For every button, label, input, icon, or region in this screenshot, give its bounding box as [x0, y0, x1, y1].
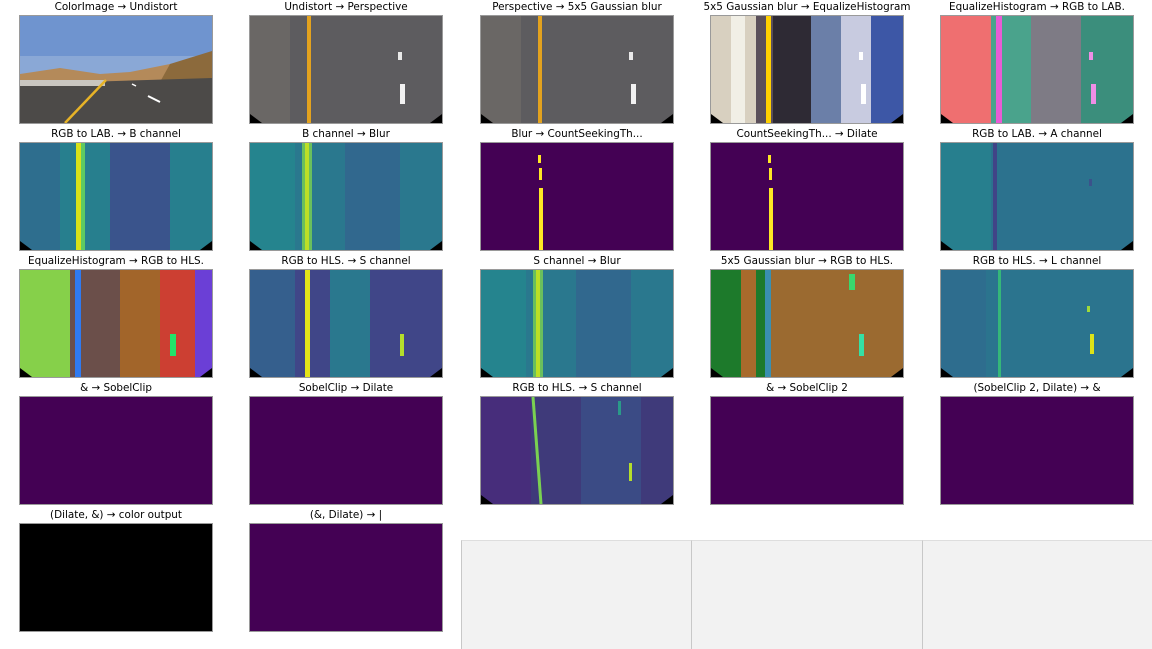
empty-panel-1	[461, 540, 692, 649]
panel-image-render	[250, 270, 442, 377]
pipeline-panel: RGB to HLS. → S channel	[249, 254, 443, 381]
panel-image	[480, 396, 674, 505]
panel-image-render	[20, 397, 212, 504]
panel-title: B channel → Blur	[302, 128, 390, 140]
panel-image	[710, 15, 904, 124]
pipeline-panel: Perspective → 5x5 Gaussian blur	[480, 0, 674, 127]
panel-image	[710, 142, 904, 251]
pipeline-panel: ColorImage → Undistort	[19, 0, 213, 127]
panel-title: & → SobelClip	[80, 382, 152, 394]
panel-image	[249, 396, 443, 505]
panel-image-render	[941, 270, 1133, 377]
panel-image	[249, 523, 443, 632]
pipeline-panel: CountSeekingTh... → Dilate	[710, 127, 904, 254]
panel-image-render	[711, 16, 903, 123]
panel-title: RGB to LAB. → B channel	[51, 128, 181, 140]
panel-title: RGB to HLS. → L channel	[972, 255, 1102, 267]
panel-title: S channel → Blur	[533, 255, 621, 267]
panel-title: RGB to HLS. → S channel	[281, 255, 411, 267]
panel-image-render	[711, 397, 903, 504]
panel-image-render	[250, 143, 442, 250]
pipeline-panel: B channel → Blur	[249, 127, 443, 254]
pipeline-panel: & → SobelClip 2	[710, 381, 904, 508]
panel-image	[480, 142, 674, 251]
panel-title: CountSeekingTh... → Dilate	[736, 128, 878, 140]
panel-title: SobelClip → Dilate	[298, 382, 394, 394]
panel-image	[249, 142, 443, 251]
panel-image-render	[20, 16, 212, 123]
panel-image-render	[481, 397, 673, 504]
panel-image	[940, 15, 1134, 124]
pipeline-panel: RGB to HLS. → S channel	[480, 381, 674, 508]
panel-title: RGB to HLS. → S channel	[512, 382, 642, 394]
pipeline-panel: EqualizeHistogram → RGB to HLS.	[19, 254, 213, 381]
panel-image-render	[250, 524, 442, 631]
panel-image	[19, 15, 213, 124]
panel-image-render	[20, 524, 212, 631]
pipeline-panel: & → SobelClip	[19, 381, 213, 508]
panel-image-render	[941, 143, 1133, 250]
pipeline-panel: RGB to HLS. → L channel	[940, 254, 1134, 381]
panel-title: Perspective → 5x5 Gaussian blur	[492, 1, 662, 13]
panel-title: & → SobelClip 2	[766, 382, 848, 394]
pipeline-panel: (&, Dilate) → |	[249, 508, 443, 635]
empty-panel-3	[922, 540, 1152, 649]
panel-image-render	[481, 270, 673, 377]
pipeline-panel: (Dilate, &) → color output	[19, 508, 213, 635]
panel-title: EqualizeHistogram → RGB to LAB.	[949, 1, 1125, 13]
pipeline-panel: 5x5 Gaussian blur → RGB to HLS.	[710, 254, 904, 381]
empty-panel-2	[691, 540, 923, 649]
panel-image	[19, 269, 213, 378]
panel-title: 5x5 Gaussian blur → RGB to HLS.	[720, 255, 894, 267]
panel-title: Blur → CountSeekingTh...	[511, 128, 643, 140]
panel-image	[940, 269, 1134, 378]
panel-image	[710, 396, 904, 505]
panel-image	[19, 523, 213, 632]
panel-title: (&, Dilate) → |	[309, 509, 383, 521]
panel-title: (Dilate, &) → color output	[50, 509, 182, 521]
panel-image	[19, 396, 213, 505]
pipeline-panel: Undistort → Perspective	[249, 0, 443, 127]
panel-title: ColorImage → Undistort	[54, 1, 178, 13]
panel-image	[249, 269, 443, 378]
panel-image	[249, 15, 443, 124]
panel-image-render	[250, 16, 442, 123]
pipeline-panel: Blur → CountSeekingTh...	[480, 127, 674, 254]
panel-image-render	[711, 143, 903, 250]
pipeline-panel: S channel → Blur	[480, 254, 674, 381]
panel-image-render	[20, 143, 212, 250]
pipeline-panel: EqualizeHistogram → RGB to LAB.	[940, 0, 1134, 127]
panel-image-render	[20, 270, 212, 377]
panel-image	[940, 142, 1134, 251]
panel-image-render	[941, 397, 1133, 504]
panel-image-render	[250, 397, 442, 504]
panel-title: RGB to LAB. → A channel	[972, 128, 1102, 140]
panel-image-render	[711, 270, 903, 377]
pipeline-panel: SobelClip → Dilate	[249, 381, 443, 508]
panel-image	[710, 269, 904, 378]
panel-image-render	[481, 143, 673, 250]
panel-title: (SobelClip 2, Dilate) → &	[973, 382, 1101, 394]
panel-title: Undistort → Perspective	[284, 1, 408, 13]
panel-title: 5x5 Gaussian blur → EqualizeHistogram	[703, 1, 911, 13]
panel-image	[480, 269, 674, 378]
pipeline-panel: 5x5 Gaussian blur → EqualizeHistogram	[704, 0, 910, 127]
panel-image	[19, 142, 213, 251]
pipeline-panel: RGB to LAB. → A channel	[940, 127, 1134, 254]
panel-image	[940, 396, 1134, 505]
panel-image	[480, 15, 674, 124]
pipeline-panel: (SobelClip 2, Dilate) → &	[940, 381, 1134, 508]
panel-image-render	[941, 16, 1133, 123]
pipeline-panel: RGB to LAB. → B channel	[19, 127, 213, 254]
panel-image-render	[481, 16, 673, 123]
panel-title: EqualizeHistogram → RGB to HLS.	[28, 255, 204, 267]
